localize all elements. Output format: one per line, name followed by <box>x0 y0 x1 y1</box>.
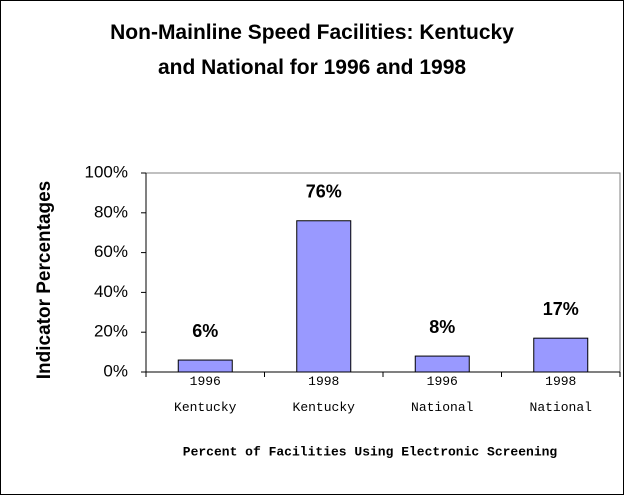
bar <box>414 355 470 373</box>
value-label: 8% <box>429 317 455 337</box>
chart-title: Non-Mainline Speed Facilities: Kentucky … <box>110 21 514 79</box>
value-label: 17% <box>543 299 579 319</box>
x-tick-label: 1996 National <box>411 374 474 415</box>
x-tick-label: 1996 Kentucky <box>174 374 237 415</box>
bar <box>296 220 352 373</box>
y-tick-label: 60% <box>94 242 128 261</box>
y-tick-label: 0% <box>103 361 128 380</box>
x-axis-title: Percent of Facilities Using Electronic S… <box>183 444 558 459</box>
value-label: 76% <box>306 182 342 202</box>
y-tick-label: 40% <box>94 282 128 301</box>
x-tick-label: 1998 Kentucky <box>293 374 356 415</box>
bar <box>177 359 233 373</box>
y-tick-label: 80% <box>94 202 128 221</box>
x-tick-label: 1998 National <box>530 374 593 415</box>
y-axis-title: Indicator Percentages <box>34 181 55 380</box>
y-tick-label: 100% <box>85 162 128 181</box>
value-label: 6% <box>192 321 218 341</box>
bar <box>533 337 589 373</box>
y-tick-label: 20% <box>94 322 128 341</box>
